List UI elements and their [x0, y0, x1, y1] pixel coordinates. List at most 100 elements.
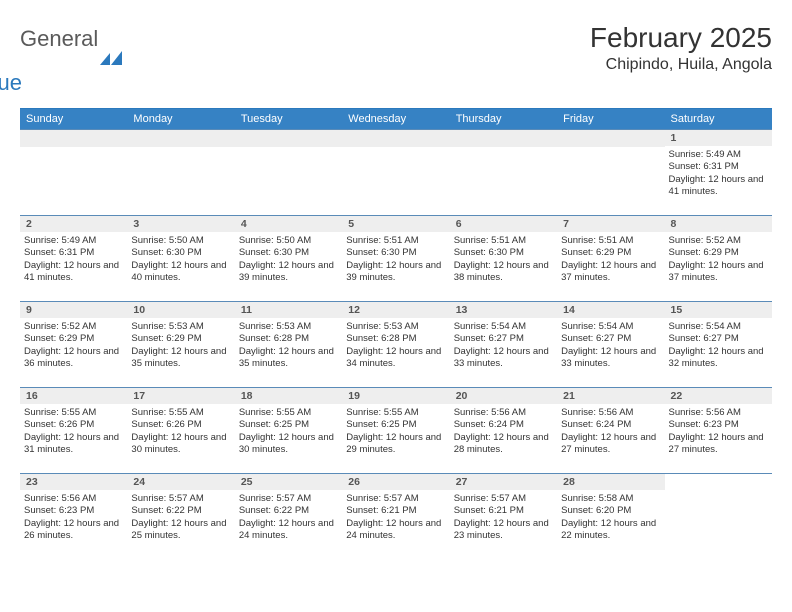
daynum-bar: 24	[127, 474, 234, 490]
sunrise-line: Sunrise: 5:51 AM	[346, 235, 445, 247]
sunset-line: Sunset: 6:30 PM	[131, 247, 230, 259]
calendar-day-empty	[127, 130, 234, 216]
calendar-day-empty	[665, 474, 772, 560]
sunset-line: Sunset: 6:27 PM	[454, 333, 553, 345]
daynum-bar: 12	[342, 302, 449, 318]
calendar-day-empty	[450, 130, 557, 216]
daynum-bar-empty	[235, 130, 342, 147]
sunset-line: Sunset: 6:29 PM	[561, 247, 660, 259]
daylight-line: Daylight: 12 hours and 24 minutes.	[346, 518, 445, 543]
daylight-line: Daylight: 12 hours and 39 minutes.	[346, 260, 445, 285]
daynum-bar: 16	[20, 388, 127, 404]
calendar-day: 11Sunrise: 5:53 AMSunset: 6:28 PMDayligh…	[235, 302, 342, 388]
daynum-bar: 19	[342, 388, 449, 404]
daynum-bar: 7	[557, 216, 664, 232]
sunset-line: Sunset: 6:25 PM	[239, 419, 338, 431]
calendar-day: 16Sunrise: 5:55 AMSunset: 6:26 PMDayligh…	[20, 388, 127, 474]
daynum-bar: 14	[557, 302, 664, 318]
daynum-bar: 20	[450, 388, 557, 404]
daynum-bar-empty	[557, 130, 664, 147]
daylight-line: Daylight: 12 hours and 30 minutes.	[131, 432, 230, 457]
sunset-line: Sunset: 6:24 PM	[454, 419, 553, 431]
daylight-line: Daylight: 12 hours and 28 minutes.	[454, 432, 553, 457]
daynum-bar: 4	[235, 216, 342, 232]
calendar-day: 26Sunrise: 5:57 AMSunset: 6:21 PMDayligh…	[342, 474, 449, 560]
sunrise-line: Sunrise: 5:54 AM	[669, 321, 768, 333]
weekday-header: Thursday	[450, 109, 557, 130]
calendar-day: 20 Sunrise: 5:56 AMSunset: 6:24 PMDayligh…	[450, 388, 557, 474]
calendar-day: 3Sunrise: 5:50 AMSunset: 6:30 PMDaylight…	[127, 216, 234, 302]
daynum-bar: 11	[235, 302, 342, 318]
sunset-line: Sunset: 6:22 PM	[131, 505, 230, 517]
calendar-week: 1Sunrise: 5:49 AMSunset: 6:31 PMDaylight…	[20, 130, 772, 216]
calendar-day: 19Sunrise: 5:55 AMSunset: 6:25 PMDayligh…	[342, 388, 449, 474]
calendar-day: 2Sunrise: 5:49 AMSunset: 6:31 PMDaylight…	[20, 216, 127, 302]
daynum-bar-empty	[342, 130, 449, 147]
sunrise-line: Sunrise: 5:57 AM	[454, 493, 553, 505]
sunrise-line: Sunrise: 5:57 AM	[239, 493, 338, 505]
daynum-bar: 25	[235, 474, 342, 490]
daynum-bar: 15	[665, 302, 772, 318]
sunset-line: Sunset: 6:29 PM	[24, 333, 123, 345]
sunrise-line: Sunrise: 5:56 AM	[454, 407, 553, 419]
sunset-line: Sunset: 6:23 PM	[24, 505, 123, 517]
calendar-day: 7Sunrise: 5:51 AMSunset: 6:29 PMDaylight…	[557, 216, 664, 302]
calendar-day: 17Sunrise: 5:55 AMSunset: 6:26 PMDayligh…	[127, 388, 234, 474]
calendar-header-row: SundayMondayTuesdayWednesdayThursdayFrid…	[20, 109, 772, 130]
header: General Blue February 2025 Chipindo, Hui…	[20, 18, 772, 96]
daynum-bar: 18	[235, 388, 342, 404]
sunset-line: Sunset: 6:28 PM	[346, 333, 445, 345]
daylight-line: Daylight: 12 hours and 30 minutes.	[239, 432, 338, 457]
weekday-header: Friday	[557, 109, 664, 130]
daynum-bar: 2	[20, 216, 127, 232]
calendar-week: 2Sunrise: 5:49 AMSunset: 6:31 PMDaylight…	[20, 216, 772, 302]
daylight-line: Daylight: 12 hours and 39 minutes.	[239, 260, 338, 285]
sunrise-line: Sunrise: 5:49 AM	[669, 149, 768, 161]
sunrise-line: Sunrise: 5:51 AM	[561, 235, 660, 247]
sunset-line: Sunset: 6:30 PM	[346, 247, 445, 259]
calendar-day: 28Sunrise: 5:58 AMSunset: 6:20 PMDayligh…	[557, 474, 664, 560]
calendar-day: 4Sunrise: 5:50 AMSunset: 6:30 PMDaylight…	[235, 216, 342, 302]
daynum-bar: 26	[342, 474, 449, 490]
daynum-bar: 8	[665, 216, 772, 232]
sunset-line: Sunset: 6:26 PM	[24, 419, 123, 431]
daylight-line: Daylight: 12 hours and 35 minutes.	[239, 346, 338, 371]
daynum-bar: 28	[557, 474, 664, 490]
daylight-line: Daylight: 12 hours and 34 minutes.	[346, 346, 445, 371]
logo-text-general: General	[20, 26, 98, 52]
calendar-day: 27Sunrise: 5:57 AMSunset: 6:21 PMDayligh…	[450, 474, 557, 560]
daylight-line: Daylight: 12 hours and 33 minutes.	[454, 346, 553, 371]
calendar-day: 18Sunrise: 5:55 AMSunset: 6:25 PMDayligh…	[235, 388, 342, 474]
daylight-line: Daylight: 12 hours and 37 minutes.	[669, 260, 768, 285]
sunset-line: Sunset: 6:26 PM	[131, 419, 230, 431]
daylight-line: Daylight: 12 hours and 24 minutes.	[239, 518, 338, 543]
calendar-day: 6Sunrise: 5:51 AMSunset: 6:30 PMDaylight…	[450, 216, 557, 302]
sunset-line: Sunset: 6:23 PM	[669, 419, 768, 431]
daylight-line: Daylight: 12 hours and 35 minutes.	[131, 346, 230, 371]
daylight-line: Daylight: 12 hours and 32 minutes.	[669, 346, 768, 371]
sunrise-line: Sunrise: 5:54 AM	[561, 321, 660, 333]
title-block: February 2025 Chipindo, Huila, Angola	[590, 18, 772, 74]
daynum-bar: 5	[342, 216, 449, 232]
sunset-line: Sunset: 6:24 PM	[561, 419, 660, 431]
sunset-line: Sunset: 6:21 PM	[454, 505, 553, 517]
daylight-line: Daylight: 12 hours and 26 minutes.	[24, 518, 123, 543]
sunset-line: Sunset: 6:20 PM	[561, 505, 660, 517]
daynum-bar: 23	[20, 474, 127, 490]
calendar-table: SundayMondayTuesdayWednesdayThursdayFrid…	[20, 108, 772, 560]
daylight-line: Daylight: 12 hours and 36 minutes.	[24, 346, 123, 371]
calendar-day: 21Sunrise: 5:56 AMSunset: 6:24 PMDayligh…	[557, 388, 664, 474]
calendar-day-empty	[235, 130, 342, 216]
daynum-bar: 27	[450, 474, 557, 490]
daynum-bar: 13	[450, 302, 557, 318]
calendar-day: 24Sunrise: 5:57 AMSunset: 6:22 PMDayligh…	[127, 474, 234, 560]
calendar-day: 25Sunrise: 5:57 AMSunset: 6:22 PMDayligh…	[235, 474, 342, 560]
calendar-day: 10Sunrise: 5:53 AMSunset: 6:29 PMDayligh…	[127, 302, 234, 388]
sunrise-line: Sunrise: 5:49 AM	[24, 235, 123, 247]
sunrise-line: Sunrise: 5:57 AM	[131, 493, 230, 505]
daylight-line: Daylight: 12 hours and 33 minutes.	[561, 346, 660, 371]
daynum-bar: 21	[557, 388, 664, 404]
weekday-header: Sunday	[20, 109, 127, 130]
sunset-line: Sunset: 6:29 PM	[131, 333, 230, 345]
sunrise-line: Sunrise: 5:55 AM	[24, 407, 123, 419]
